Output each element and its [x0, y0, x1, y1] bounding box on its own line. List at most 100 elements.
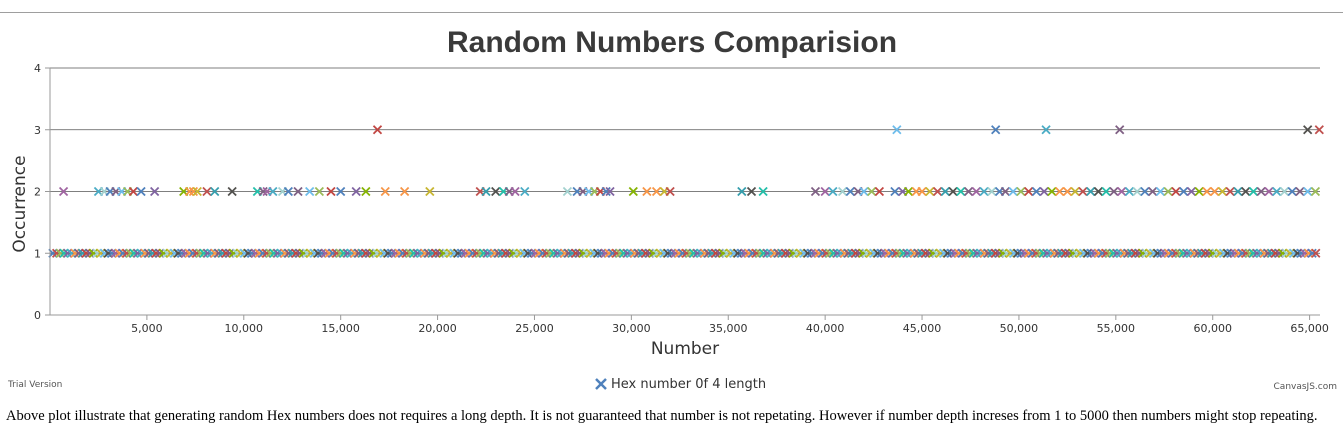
data-point[interactable]	[1189, 248, 1199, 258]
data-point[interactable]	[718, 248, 728, 258]
data-point[interactable]	[622, 248, 632, 258]
data-point[interactable]	[707, 248, 717, 258]
data-point[interactable]	[571, 248, 581, 258]
data-point[interactable]	[420, 248, 430, 258]
data-point[interactable]	[858, 248, 868, 258]
data-point[interactable]	[552, 248, 562, 258]
data-point[interactable]	[642, 186, 652, 197]
data-point[interactable]	[302, 248, 312, 258]
data-point[interactable]	[651, 186, 662, 197]
data-point[interactable]	[537, 248, 548, 258]
data-point[interactable]	[1287, 186, 1297, 197]
data-point[interactable]	[593, 248, 603, 258]
data-point[interactable]	[387, 248, 397, 258]
data-point[interactable]	[948, 186, 958, 197]
data-point[interactable]	[320, 248, 331, 258]
data-point[interactable]	[96, 248, 106, 258]
data-point[interactable]	[416, 248, 426, 258]
data-point[interactable]	[520, 186, 530, 197]
data-point[interactable]	[372, 125, 383, 135]
data-point[interactable]	[85, 248, 95, 258]
data-point[interactable]	[1138, 248, 1148, 258]
data-point[interactable]	[1248, 186, 1259, 197]
data-point[interactable]	[442, 248, 452, 258]
data-point[interactable]	[692, 248, 702, 258]
data-point[interactable]	[1295, 186, 1305, 197]
data-point[interactable]	[541, 248, 551, 258]
data-point[interactable]	[928, 248, 938, 258]
data-point[interactable]	[769, 248, 780, 258]
data-point[interactable]	[361, 186, 371, 197]
data-point[interactable]	[898, 248, 909, 258]
data-point[interactable]	[729, 248, 739, 258]
data-point[interactable]	[891, 248, 901, 258]
data-point[interactable]	[162, 248, 172, 258]
data-point[interactable]	[217, 248, 227, 258]
data-point[interactable]	[1124, 186, 1135, 197]
data-point[interactable]	[1152, 248, 1163, 258]
data-point[interactable]	[1038, 248, 1048, 258]
data-point[interactable]	[902, 248, 912, 258]
data-point[interactable]	[339, 248, 349, 258]
data-point[interactable]	[663, 248, 673, 258]
data-point[interactable]	[821, 248, 831, 258]
data-point[interactable]	[184, 248, 194, 258]
data-point[interactable]	[77, 248, 87, 258]
data-point[interactable]	[1233, 186, 1243, 197]
data-point[interactable]	[379, 248, 389, 258]
data-point[interactable]	[1226, 248, 1236, 258]
data-point[interactable]	[696, 248, 706, 258]
data-point[interactable]	[604, 248, 614, 258]
data-point[interactable]	[892, 125, 902, 135]
data-point[interactable]	[1104, 248, 1115, 258]
data-point[interactable]	[351, 186, 361, 197]
data-point[interactable]	[644, 248, 655, 258]
data-point[interactable]	[1303, 186, 1313, 197]
data-point[interactable]	[110, 248, 121, 258]
data-point[interactable]	[191, 248, 202, 258]
data-point[interactable]	[987, 248, 997, 258]
data-point[interactable]	[867, 186, 877, 197]
data-point[interactable]	[666, 248, 677, 258]
data-point[interactable]	[920, 248, 931, 258]
data-point[interactable]	[1047, 186, 1057, 197]
data-point[interactable]	[1296, 248, 1306, 258]
data-point[interactable]	[976, 248, 986, 258]
data-point[interactable]	[445, 248, 456, 258]
data-point[interactable]	[641, 248, 651, 258]
data-point[interactable]	[560, 248, 570, 258]
data-point[interactable]	[1200, 248, 1210, 258]
data-point[interactable]	[1075, 248, 1085, 258]
data-point[interactable]	[711, 248, 721, 258]
data-point[interactable]	[512, 248, 522, 258]
data-point[interactable]	[545, 248, 555, 258]
data-point[interactable]	[1225, 186, 1235, 197]
data-point[interactable]	[630, 248, 640, 258]
data-point[interactable]	[438, 248, 448, 258]
data-point[interactable]	[188, 248, 198, 258]
data-point[interactable]	[423, 248, 434, 258]
data-point[interactable]	[792, 248, 802, 258]
data-point[interactable]	[1023, 248, 1034, 258]
data-point[interactable]	[523, 248, 533, 258]
data-point[interactable]	[390, 248, 400, 258]
data-point[interactable]	[1197, 248, 1207, 258]
data-point[interactable]	[600, 248, 610, 258]
data-point[interactable]	[250, 248, 261, 258]
data-point[interactable]	[261, 248, 272, 258]
data-point[interactable]	[1016, 248, 1026, 258]
data-point[interactable]	[1101, 248, 1111, 258]
data-point[interactable]	[192, 186, 202, 197]
data-point[interactable]	[965, 248, 975, 258]
data-point[interactable]	[132, 248, 143, 258]
data-point[interactable]	[1057, 248, 1067, 258]
data-point[interactable]	[990, 248, 1001, 258]
data-point[interactable]	[1194, 186, 1204, 197]
data-point[interactable]	[213, 248, 224, 258]
data-point[interactable]	[401, 248, 412, 258]
data-point[interactable]	[504, 248, 515, 258]
data-point[interactable]	[1210, 186, 1220, 197]
data-point[interactable]	[225, 248, 235, 258]
data-point[interactable]	[158, 248, 169, 258]
data-point[interactable]	[1281, 248, 1291, 258]
